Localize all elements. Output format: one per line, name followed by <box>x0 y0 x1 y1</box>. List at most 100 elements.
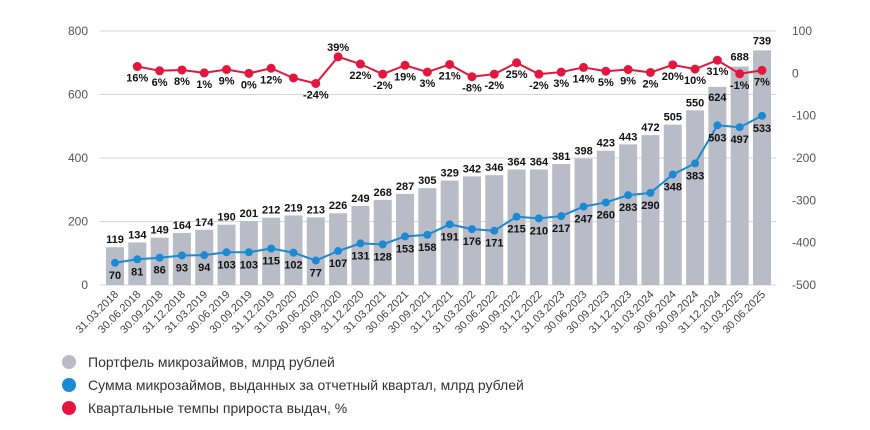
growth-value-label: 7% <box>754 76 770 88</box>
growth-value-label: -2% <box>484 80 504 92</box>
issued-value-label: 158 <box>418 242 436 254</box>
growth-point <box>623 65 633 75</box>
issued-value-label: 94 <box>198 262 211 274</box>
bar <box>128 242 147 285</box>
growth-point <box>668 60 678 70</box>
growth-value-label: 9% <box>219 76 235 88</box>
growth-value-label: 25% <box>506 69 528 81</box>
bar-value-label: 739 <box>753 35 771 47</box>
bar-value-label: 134 <box>128 229 147 241</box>
issued-value-label: 70 <box>109 270 121 282</box>
legend-item-growth: Квартальные темпы прироста выдач, % <box>62 400 347 416</box>
issued-point <box>267 244 276 253</box>
issued-point <box>713 121 722 130</box>
issued-value-label: 131 <box>351 250 369 262</box>
growth-point <box>132 62 142 72</box>
bar-value-label: 219 <box>284 202 302 214</box>
left-tick-label: 200 <box>68 215 88 229</box>
bar <box>306 217 325 285</box>
issued-point <box>244 248 253 257</box>
bar-value-label: 149 <box>150 225 168 237</box>
bar-value-label: 287 <box>396 181 414 193</box>
issued-value-label: 153 <box>396 243 414 255</box>
bar-value-label: 346 <box>485 162 503 174</box>
bar-value-label: 364 <box>530 156 549 168</box>
issued-point <box>177 251 186 260</box>
issued-value-label: 260 <box>597 209 615 221</box>
right-tick-label: -500 <box>792 278 816 292</box>
growth-point <box>422 67 432 77</box>
growth-point <box>645 67 655 77</box>
growth-point <box>378 69 388 79</box>
growth-point <box>333 52 343 62</box>
bar <box>730 66 749 285</box>
legend-swatch-gray <box>62 355 76 369</box>
issued-value-label: 348 <box>664 182 682 194</box>
bar-value-label: 268 <box>374 187 392 199</box>
bar-value-label: 212 <box>262 205 280 217</box>
growth-point <box>288 73 298 83</box>
issued-point <box>490 226 499 235</box>
bar-value-label: 164 <box>173 220 192 232</box>
issued-value-label: 103 <box>217 259 235 271</box>
bar-value-label: 398 <box>574 146 592 158</box>
growth-value-label: 5% <box>598 77 614 89</box>
issued-value-label: 103 <box>240 259 258 271</box>
growth-value-label: 10% <box>684 75 706 87</box>
growth-value-label: 21% <box>439 70 461 82</box>
growth-point <box>556 67 566 77</box>
growth-value-label: 1% <box>196 79 212 91</box>
issued-point <box>624 191 633 200</box>
bar-value-label: 624 <box>708 92 727 104</box>
bar-value-label: 190 <box>217 212 235 224</box>
legend-label: Сумма микрозаймов, выданных за отчетный … <box>88 377 524 393</box>
issued-value-label: 290 <box>641 200 659 212</box>
issued-value-label: 383 <box>686 170 704 182</box>
growth-point <box>489 69 499 79</box>
bar <box>574 158 593 285</box>
issued-value-label: 217 <box>552 223 570 235</box>
issued-point <box>668 170 677 179</box>
bar-value-label: 249 <box>351 193 369 205</box>
growth-value-label: -2% <box>373 80 393 92</box>
issued-point <box>646 188 655 197</box>
bar <box>686 110 705 285</box>
left-tick-label: 600 <box>68 88 88 102</box>
right-tick-label: 100 <box>792 24 812 38</box>
bar-value-label: 505 <box>664 112 682 124</box>
growth-point <box>712 55 722 65</box>
issued-point <box>111 258 119 267</box>
issued-value-label: 102 <box>284 260 302 272</box>
growth-value-label: -24% <box>303 89 329 101</box>
growth-point <box>757 65 767 75</box>
right-tick-label: -300 <box>792 193 816 207</box>
issued-point <box>601 198 610 207</box>
bar <box>663 124 682 285</box>
growth-point <box>266 63 276 73</box>
growth-value-label: 16% <box>126 73 148 85</box>
growth-point <box>445 59 455 69</box>
growth-point <box>512 58 522 68</box>
issued-value-label: 81 <box>131 266 143 278</box>
bar-value-label: 423 <box>597 138 615 150</box>
bar-value-label: 174 <box>195 217 214 229</box>
bar-value-label: 342 <box>463 163 481 175</box>
bar <box>708 86 727 285</box>
growth-point <box>534 69 544 79</box>
issued-point <box>289 248 298 257</box>
bar-value-label: 226 <box>329 200 347 212</box>
growth-point <box>467 72 477 82</box>
issued-point <box>467 225 476 234</box>
issued-point <box>155 253 164 262</box>
left-tick-label: 400 <box>68 151 88 165</box>
growth-point <box>601 66 611 76</box>
issued-point <box>579 202 588 211</box>
issued-value-label: 93 <box>176 262 188 274</box>
growth-value-label: 3% <box>419 78 435 90</box>
growth-value-label: 39% <box>327 42 349 54</box>
growth-point <box>222 65 232 75</box>
bar <box>529 169 548 285</box>
bar-value-label: 688 <box>731 52 749 64</box>
right-tick-label: -100 <box>792 109 816 123</box>
